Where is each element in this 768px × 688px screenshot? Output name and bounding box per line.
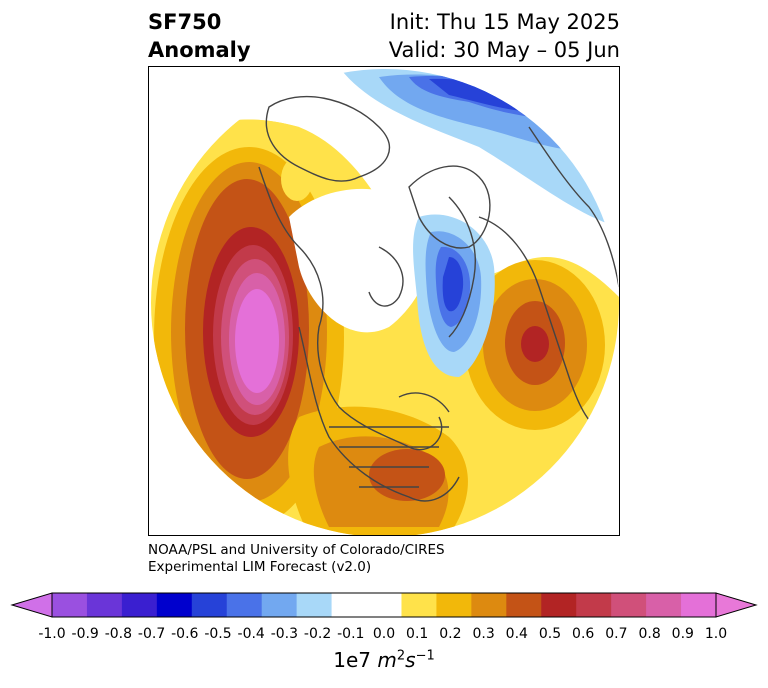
colorbar-frame	[51, 592, 717, 618]
colorbar-tick-label: 1.0	[704, 626, 728, 642]
colorbar-segment	[436, 593, 472, 617]
colorbar-tick-label: 0.0	[372, 626, 396, 642]
valid-dates: Valid: 30 May – 05 Jun	[388, 38, 620, 62]
colorbar	[10, 592, 758, 618]
colorbar-tick-label: 0.4	[505, 626, 528, 642]
colorbar-under-arrow	[10, 592, 53, 618]
colorbar-tick-label: -0.1	[337, 626, 365, 642]
credit-line-2: Experimental LIM Forecast (v2.0)	[148, 559, 372, 575]
colorbar-tick-label: -0.8	[104, 626, 133, 642]
plot-title-left: SF750 Anomaly	[148, 8, 251, 64]
colorbar-segment	[261, 593, 298, 617]
variable-name: SF750	[148, 10, 222, 34]
units-base: 1e7	[333, 648, 378, 672]
colorbar-segment	[401, 593, 437, 617]
plot-title-right: Init: Thu 15 May 2025 Valid: 30 May – 05…	[389, 8, 620, 64]
colorbar-segment	[226, 593, 263, 617]
colorbar-segment	[52, 593, 88, 617]
units-s: s	[405, 648, 416, 672]
colorbar-segment	[576, 593, 612, 617]
colorbar-segment	[191, 593, 228, 617]
colorbar-segment	[156, 593, 193, 617]
colorbar-tick-label: 0.6	[572, 626, 595, 642]
colorbar-segment	[331, 593, 368, 617]
colorbar-segment	[611, 593, 647, 617]
colorbar-segment	[296, 593, 333, 617]
anomaly-field	[151, 69, 619, 535]
colorbar-segment	[121, 593, 158, 617]
colorbar-segment	[366, 593, 402, 617]
credit-text: NOAA/PSL and University of Colorado/CIRE…	[148, 542, 445, 576]
units-s-exp: −1	[415, 648, 435, 664]
colorbar-tick-label: 0.5	[538, 626, 562, 642]
colorbar-tick-label: -0.5	[204, 626, 232, 642]
colorbar-tick-label: -0.7	[137, 626, 166, 642]
colorbar-tick-label: 0.7	[605, 626, 628, 642]
colorbar-segment	[86, 593, 123, 617]
colorbar-tick-label: -0.6	[171, 626, 199, 642]
colorbar-segment	[471, 593, 507, 617]
units-m-exp: 2	[396, 648, 406, 664]
colorbar-segment	[646, 593, 682, 617]
colorbar-tick-label: 0.1	[406, 626, 429, 642]
colorbar-segment	[506, 593, 542, 617]
colorbar-tick-label: 0.2	[439, 626, 462, 642]
colorbar-tick-label: -0.9	[71, 626, 99, 642]
polar-map	[148, 66, 620, 536]
anomaly-label: Anomaly	[148, 38, 251, 62]
colorbar-segments	[52, 593, 717, 617]
colorbar-segment	[681, 593, 717, 617]
colorbar-tick-label: 0.9	[671, 626, 694, 642]
colorbar-tick-label: -0.4	[237, 626, 265, 642]
colorbar-tick-label: -1.0	[38, 626, 66, 642]
map-canvas	[151, 69, 619, 535]
init-date: Init: Thu 15 May 2025	[389, 10, 620, 34]
colorbar-tick-label: 0.3	[472, 626, 495, 642]
units-m: m	[377, 648, 397, 672]
colorbar-tick-labels: -1.0 -0.9 -0.8 -0.7 -0.6 -0.5 -0.4 -0.3 -0.2 -0.1…	[0, 626, 768, 646]
colorbar-tick-label: -0.3	[270, 626, 299, 642]
colorbar-units: 1e7 m2s−1	[0, 648, 768, 672]
colorbar-over-arrow	[715, 592, 758, 618]
colorbar-tick-label: 0.8	[638, 626, 661, 642]
coastlines	[258, 95, 619, 502]
colorbar-segment	[541, 593, 577, 617]
credit-line-1: NOAA/PSL and University of Colorado/CIRE…	[148, 542, 445, 558]
colorbar-tick-label: -0.2	[303, 626, 332, 642]
